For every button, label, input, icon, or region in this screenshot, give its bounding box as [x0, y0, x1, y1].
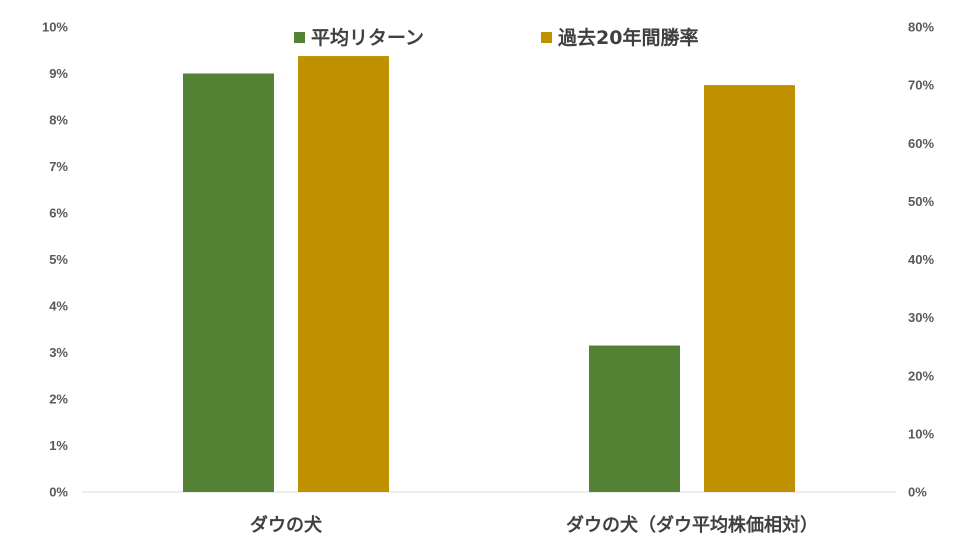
bar-win-rate-1 — [298, 56, 389, 492]
left-tick-label: 6% — [49, 206, 68, 221]
bars — [183, 56, 795, 492]
left-tick-label: 7% — [49, 159, 68, 174]
left-tick-label: 2% — [49, 392, 68, 407]
right-tick-label: 70% — [908, 78, 934, 93]
category-label: ダウの犬 — [250, 514, 323, 536]
left-tick-label: 3% — [49, 345, 68, 360]
legend-swatch — [541, 32, 552, 43]
right-tick-label: 30% — [908, 310, 934, 325]
category-label: ダウの犬（ダウ平均株価相対） — [566, 514, 818, 536]
left-tick-label: 1% — [49, 438, 68, 453]
bar-win-rate-2 — [704, 85, 795, 492]
category-labels: ダウの犬 ダウの犬（ダウ平均株価相対） — [250, 514, 818, 536]
legend-label: 平均リターン — [311, 26, 424, 49]
bar-average-return-2 — [589, 345, 680, 492]
left-tick-label: 4% — [49, 299, 68, 314]
left-axis-ticks: 0% 1% 2% 3% 4% 5% 6% 7% 8% 9% 10% — [42, 20, 68, 500]
legend: 平均リターン 過去20年間勝率 — [294, 26, 698, 49]
left-tick-label: 9% — [49, 66, 68, 81]
right-tick-label: 50% — [908, 194, 934, 209]
left-tick-label: 5% — [49, 252, 68, 267]
left-tick-label: 10% — [42, 20, 68, 35]
legend-swatch — [294, 32, 305, 43]
right-tick-label: 20% — [908, 368, 934, 383]
right-axis-ticks: 0% 10% 20% 30% 40% 50% 60% 70% 80% — [908, 20, 934, 500]
right-tick-label: 80% — [908, 20, 934, 35]
left-tick-label: 0% — [49, 485, 68, 500]
legend-label: 過去20年間勝率 — [558, 26, 698, 49]
right-tick-label: 40% — [908, 252, 934, 267]
left-tick-label: 8% — [49, 113, 68, 128]
right-tick-label: 10% — [908, 426, 934, 441]
bar-average-return-1 — [183, 73, 274, 492]
right-tick-label: 60% — [908, 136, 934, 151]
right-tick-label: 0% — [908, 485, 927, 500]
